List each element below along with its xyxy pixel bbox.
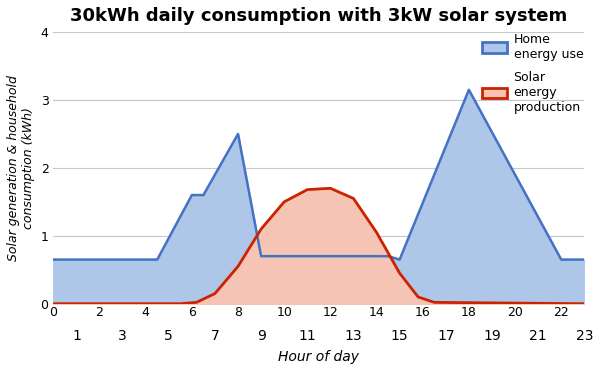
Title: 30kWh daily consumption with 3kW solar system: 30kWh daily consumption with 3kW solar s… [70,7,568,25]
X-axis label: Hour of day: Hour of day [278,350,359,364]
Y-axis label: Solar generation & household
consumption (kWh): Solar generation & household consumption… [7,75,35,261]
Legend: Home
energy use, Solar
energy
production: Home energy use, Solar energy production [482,33,583,114]
